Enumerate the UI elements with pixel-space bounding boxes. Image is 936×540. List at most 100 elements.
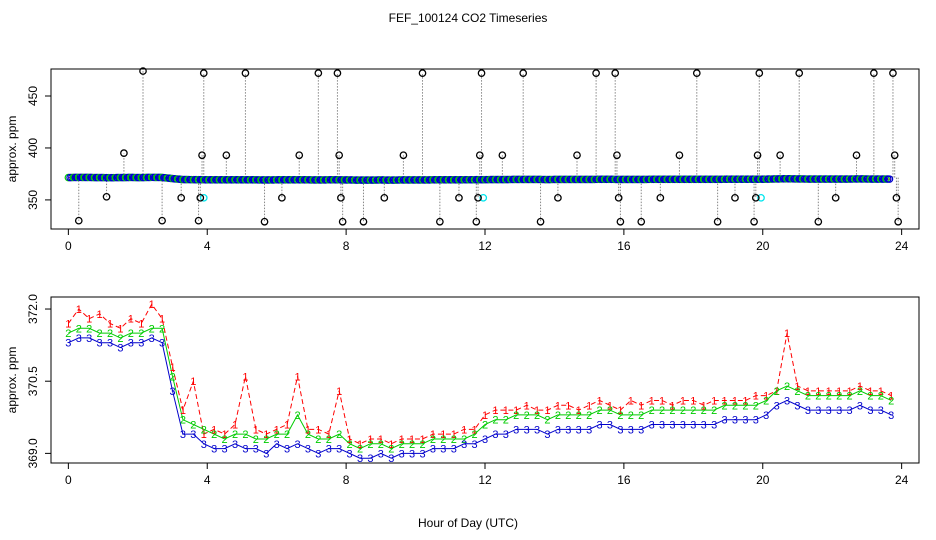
bottom-series-lines	[67, 303, 892, 459]
flagged-point	[260, 217, 269, 226]
flagged-point	[380, 193, 389, 202]
series-1-marker: 1	[253, 424, 259, 436]
series-3-marker: 3	[555, 424, 561, 436]
series-1-marker: 1	[544, 405, 550, 417]
series-2-marker: 2	[107, 328, 113, 340]
flagged-point	[831, 193, 840, 202]
flagged-point	[120, 149, 128, 158]
flagged-point	[139, 67, 147, 75]
top-x-tick-label: 16	[617, 239, 631, 253]
series-1-marker: 1	[409, 434, 415, 446]
series-1-marker: 1	[722, 395, 728, 407]
series-1-marker: 1	[649, 395, 655, 407]
series-3-marker: 3	[232, 439, 238, 451]
series-3-marker: 3	[742, 415, 748, 427]
top-x-tick-label: 4	[204, 239, 211, 253]
top-x-tick-label: 20	[756, 239, 770, 253]
series-3-marker: 3	[722, 415, 728, 427]
flagged-point	[472, 217, 481, 226]
series-1-marker: 1	[378, 434, 384, 446]
series-1-marker: 1	[659, 395, 665, 407]
series-1-marker: 1	[492, 405, 498, 417]
series-2-marker: 2	[503, 415, 509, 427]
flagged-point	[675, 151, 684, 160]
series-3-marker: 3	[669, 420, 675, 432]
series-2-marker: 2	[472, 429, 478, 441]
series-2-marker: 2	[867, 391, 873, 403]
flagged-point	[222, 151, 231, 160]
series-3-marker: 3	[378, 448, 384, 460]
series-1-marker: 1	[617, 405, 623, 417]
series-3-marker: 3	[138, 338, 144, 350]
series-1-marker: 1	[763, 391, 769, 403]
series-3-marker: 3	[419, 448, 425, 460]
flagged-point	[613, 151, 621, 160]
series-1-marker: 1	[503, 405, 509, 417]
series-3-marker: 3	[576, 424, 582, 436]
series-3-marker: 3	[753, 415, 759, 427]
series-3-marker: 3	[117, 343, 123, 355]
series-1-marker: 1	[669, 400, 675, 412]
flagged-point	[894, 217, 903, 226]
series-1-marker: 1	[701, 400, 707, 412]
bottom-y-tick-label: 369.0	[26, 438, 40, 468]
flagged-point	[751, 193, 760, 202]
series-3-marker: 3	[367, 453, 373, 465]
bottom-x-tick-label: 20	[756, 473, 770, 487]
flagged-point	[692, 69, 701, 78]
series-1-marker: 1	[315, 424, 321, 436]
series-1-marker: 1	[294, 371, 300, 383]
flagged-point	[194, 216, 203, 225]
flagged-point	[333, 69, 342, 78]
series-3-marker: 3	[159, 338, 165, 350]
series-1-marker: 1	[794, 381, 800, 393]
series-2-marker: 2	[659, 405, 665, 417]
series-1-marker: 1	[97, 309, 103, 321]
series-1-marker: 1	[65, 318, 71, 330]
series-3-marker: 3	[294, 439, 300, 451]
series-3-marker: 3	[315, 448, 321, 460]
series-2-marker: 2	[222, 434, 228, 446]
flagged-point	[753, 151, 762, 160]
flagged-point	[713, 217, 722, 226]
bottom-x-tick-label: 0	[65, 473, 72, 487]
series-2-marker: 2	[128, 328, 134, 340]
flagged-point	[295, 151, 304, 160]
series-3-marker: 3	[326, 444, 332, 456]
top-x-tick-label: 8	[343, 239, 350, 253]
series-2-line	[68, 327, 892, 450]
series-2-marker: 2	[86, 323, 92, 335]
series-1-marker: 1	[482, 410, 488, 422]
series-1-marker: 1	[128, 314, 134, 326]
flagged-point	[455, 193, 463, 202]
series-2-marker: 2	[388, 444, 394, 456]
series-2-marker: 2	[534, 410, 540, 422]
series-2-marker: 2	[294, 410, 300, 422]
series-2-marker: 2	[284, 429, 290, 441]
flagged-point	[573, 151, 581, 160]
series-3-marker: 3	[242, 444, 248, 456]
series-3-marker: 3	[190, 429, 196, 441]
top-y-axis-title: approx. ppm	[5, 116, 19, 183]
bottom-y-axis-title: approx. ppm	[5, 347, 19, 414]
bottom-x-tick-label: 8	[343, 473, 350, 487]
series-3-marker: 3	[836, 405, 842, 417]
top-y-tick-label: 450	[26, 86, 40, 106]
series-3-marker: 3	[399, 448, 405, 460]
series-3-marker: 3	[628, 424, 634, 436]
flagged-point	[519, 69, 528, 78]
series-1-marker: 1	[201, 429, 207, 441]
series-3-marker: 3	[617, 424, 623, 436]
series-2-marker: 2	[315, 434, 321, 446]
series-1-marker: 1	[732, 395, 738, 407]
series-3-marker: 3	[253, 444, 259, 456]
series-3-marker: 3	[565, 424, 571, 436]
bottom-x-tick-label: 12	[478, 473, 492, 487]
series-3-marker: 3	[97, 338, 103, 350]
series-2-marker: 2	[576, 410, 582, 422]
flagged-point	[359, 217, 368, 226]
series-3-marker: 3	[638, 424, 644, 436]
flagged-point	[776, 151, 784, 160]
flagged-point	[102, 192, 111, 201]
